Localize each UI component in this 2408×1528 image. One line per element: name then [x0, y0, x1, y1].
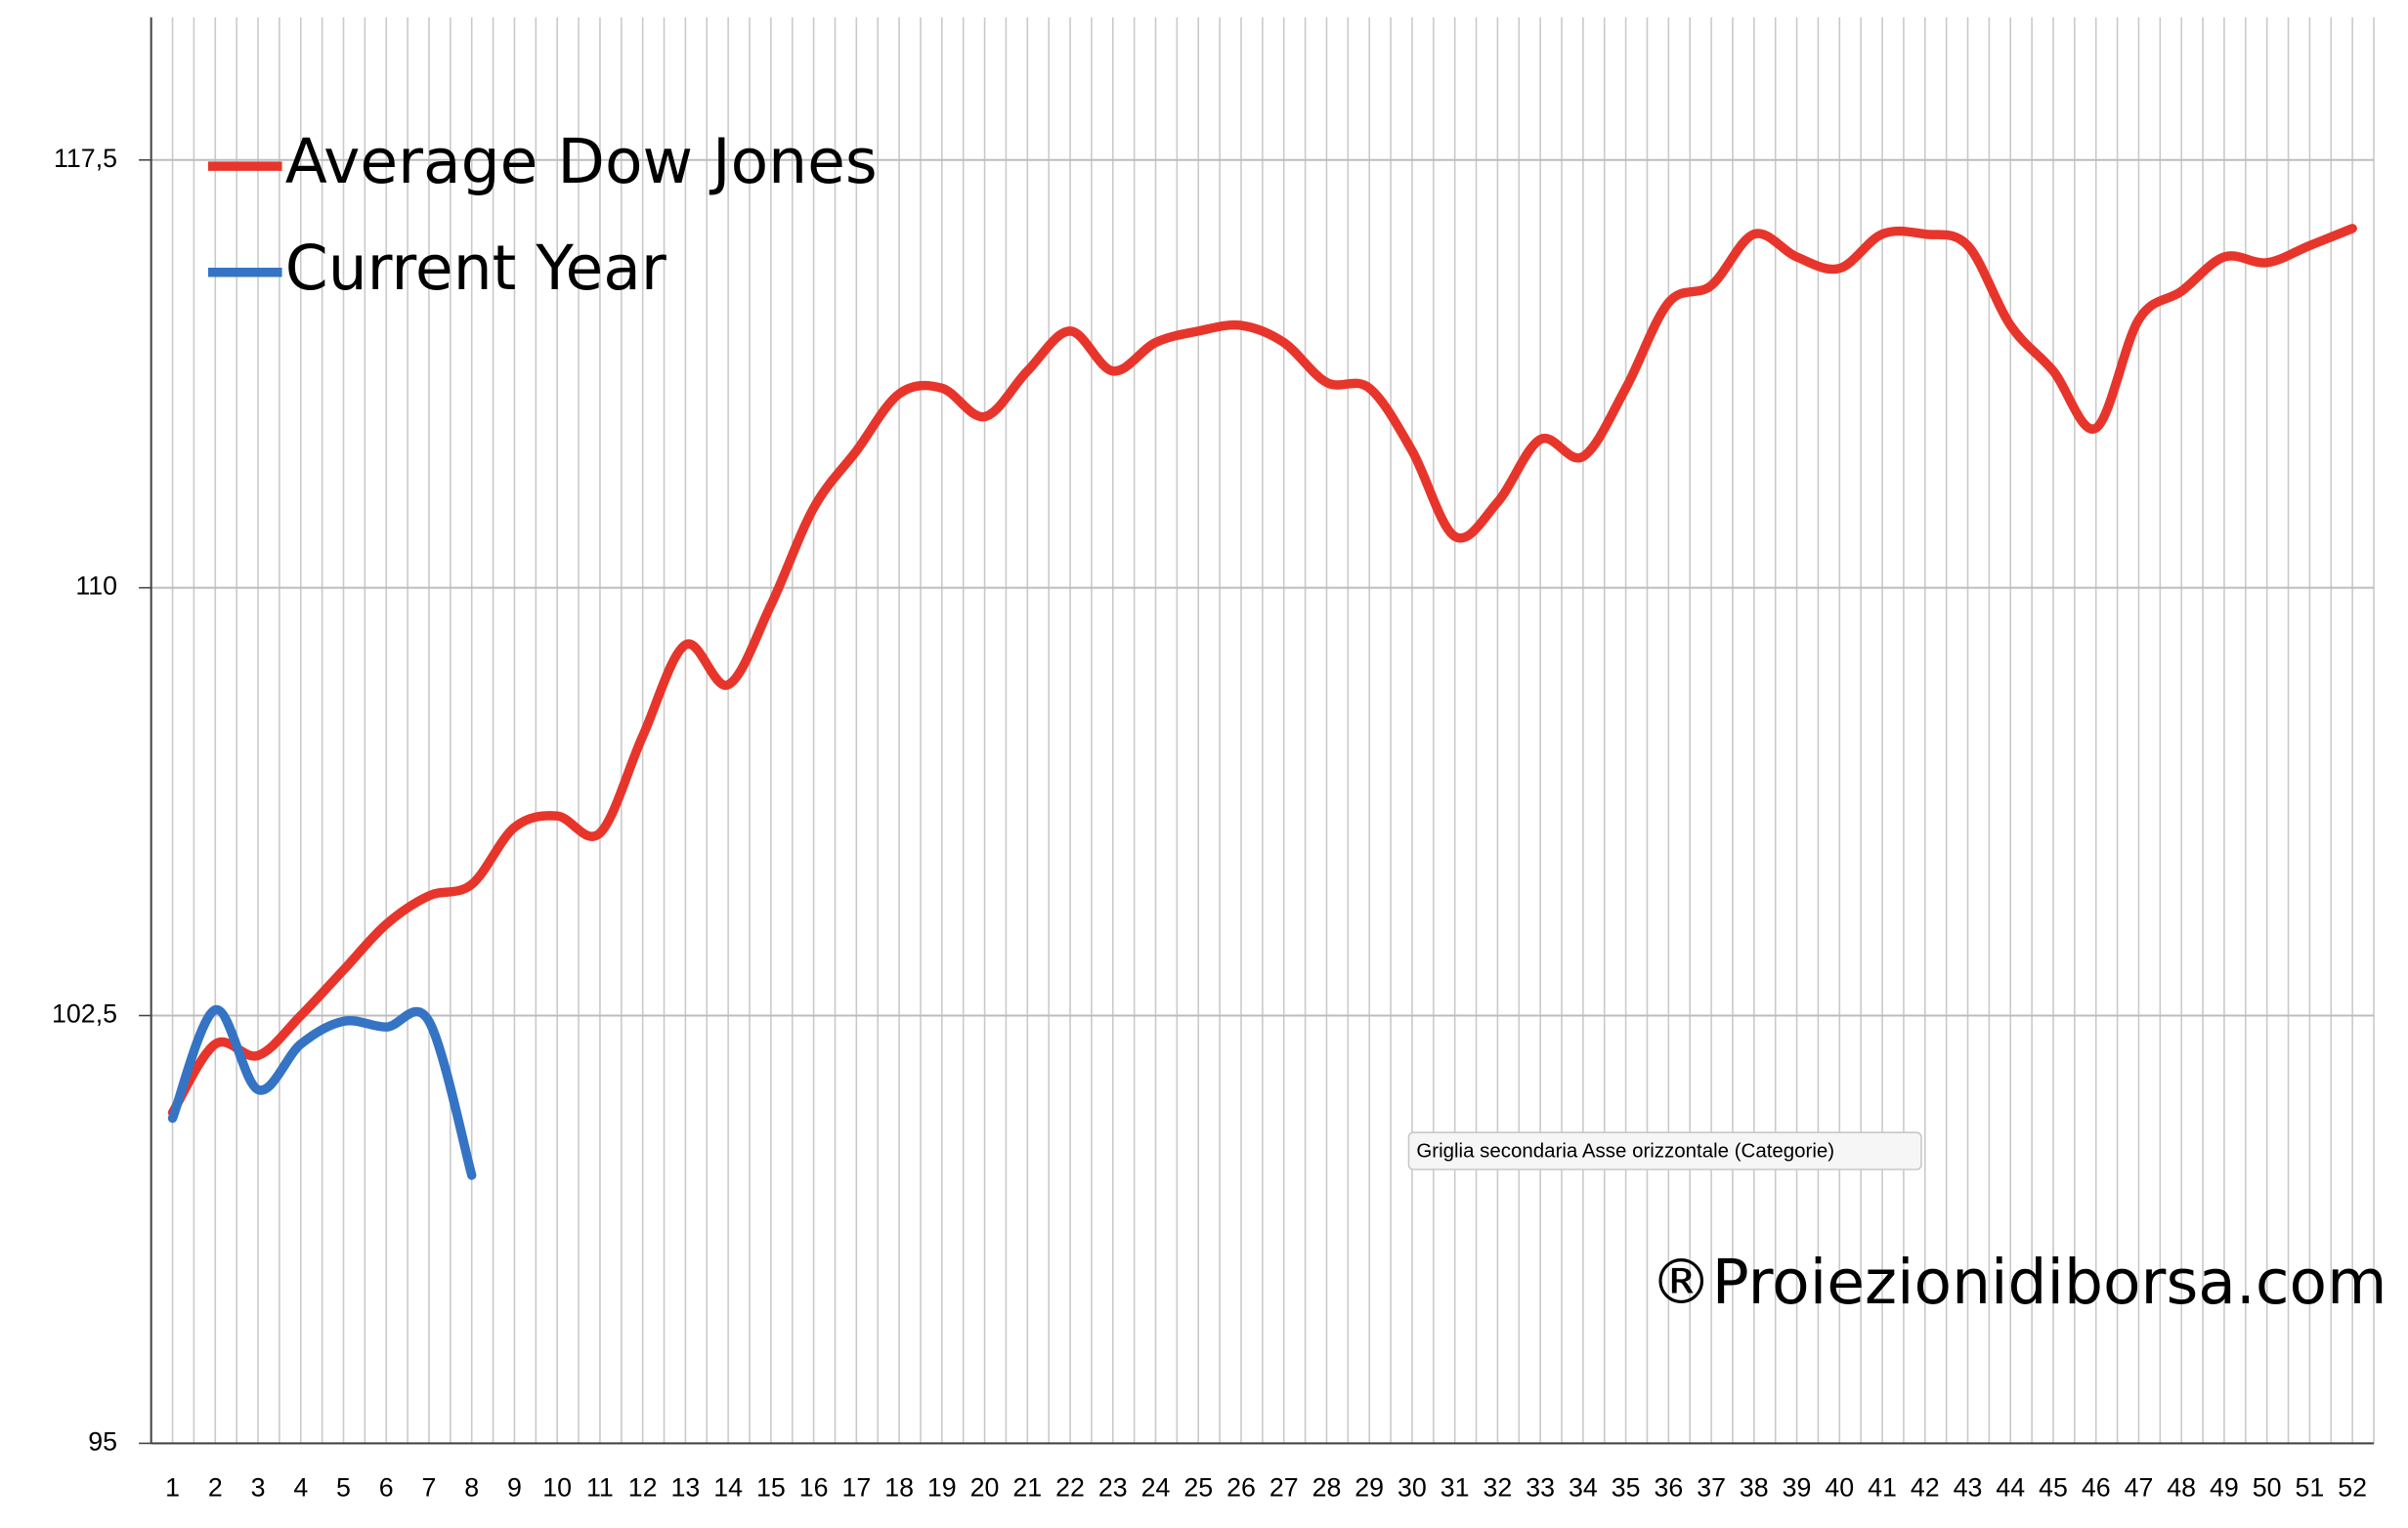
x-tick-label: 32: [1484, 1473, 1513, 1503]
y-tick-label: 110: [75, 572, 117, 601]
x-tick-label: 10: [542, 1473, 572, 1503]
x-tick-label: 50: [2253, 1473, 2282, 1503]
x-tick-label: 21: [1012, 1473, 1042, 1503]
x-tick-label: 37: [1697, 1473, 1726, 1503]
x-tick-label: 30: [1398, 1473, 1427, 1503]
x-tick-label: 20: [970, 1473, 1000, 1503]
x-tick-label: 47: [2125, 1473, 2154, 1503]
x-tick-label: 5: [336, 1473, 351, 1503]
series-line: [167, 1004, 477, 1180]
x-tick-label: 29: [1354, 1473, 1384, 1503]
x-tick-label: 44: [1996, 1473, 2025, 1503]
legend: Average Dow Jones Current Year: [207, 126, 878, 304]
x-tick-label: 26: [1226, 1473, 1256, 1503]
x-tick-label: 3: [251, 1473, 266, 1503]
x-tick-label: 33: [1526, 1473, 1555, 1503]
x-tick-label: 52: [2338, 1473, 2367, 1503]
x-tick-label: 18: [884, 1473, 914, 1503]
x-tick-label: 43: [1954, 1473, 1983, 1503]
y-tick-label: 102,5: [52, 999, 117, 1029]
series-line: [167, 224, 2357, 1118]
x-tick-label: 28: [1312, 1473, 1342, 1503]
x-tick-label: 45: [2039, 1473, 2068, 1503]
x-tick-label: 35: [1612, 1473, 1641, 1503]
x-tick-label: 42: [1911, 1473, 1940, 1503]
x-tick-label: 25: [1183, 1473, 1213, 1503]
x-tick-label: 15: [756, 1473, 786, 1503]
x-tick-label: 11: [586, 1473, 614, 1503]
x-tick-label: 16: [799, 1473, 829, 1503]
x-tick-label: 13: [671, 1473, 701, 1503]
legend-label: Average Dow Jones: [285, 126, 878, 197]
plot: [167, 224, 2357, 1180]
x-tick-label: 22: [1055, 1473, 1085, 1503]
x-tick-label: 4: [293, 1473, 308, 1503]
y-tick-label: 117,5: [54, 144, 117, 173]
x-tick-label: 46: [2082, 1473, 2111, 1503]
x-tick-label: 38: [1740, 1473, 1769, 1503]
y-tick-label: 95: [88, 1426, 117, 1456]
x-tick-label: 6: [379, 1473, 394, 1503]
x-tick-label: 41: [1868, 1473, 1897, 1503]
x-tick-label: 1: [165, 1473, 180, 1503]
x-tick-label: 24: [1141, 1473, 1171, 1503]
watermark: ®Proiezionidiborsa.com: [1651, 1247, 2387, 1318]
x-tick-label: 12: [628, 1473, 658, 1503]
x-tick-label: 9: [507, 1473, 522, 1503]
x-tick-label: 14: [713, 1473, 743, 1503]
x-tick-label: 19: [927, 1473, 957, 1503]
x-tick-label: 36: [1654, 1473, 1683, 1503]
x-tick-label: 49: [2210, 1473, 2239, 1503]
x-tick-label: 51: [2296, 1473, 2325, 1503]
x-tick-label: 27: [1269, 1473, 1299, 1503]
x-tick-label: 7: [422, 1473, 437, 1503]
x-tick-label: 2: [208, 1473, 223, 1503]
legend-label: Current Year: [285, 233, 666, 304]
x-tick-label: 23: [1098, 1473, 1128, 1503]
x-tick-label: 8: [464, 1473, 479, 1503]
x-tick-label: 48: [2167, 1473, 2196, 1503]
x-tick-label: 39: [1783, 1473, 1812, 1503]
x-tick-label: 31: [1440, 1473, 1470, 1503]
x-tick-label: 40: [1825, 1473, 1854, 1503]
tooltip-text: Griglia secondaria Asse orizzontale (Cat…: [1416, 1139, 1834, 1162]
tooltip-box: [1407, 1131, 1922, 1170]
x-tick-label: 34: [1569, 1473, 1598, 1503]
x-tick-label: 17: [841, 1473, 871, 1503]
